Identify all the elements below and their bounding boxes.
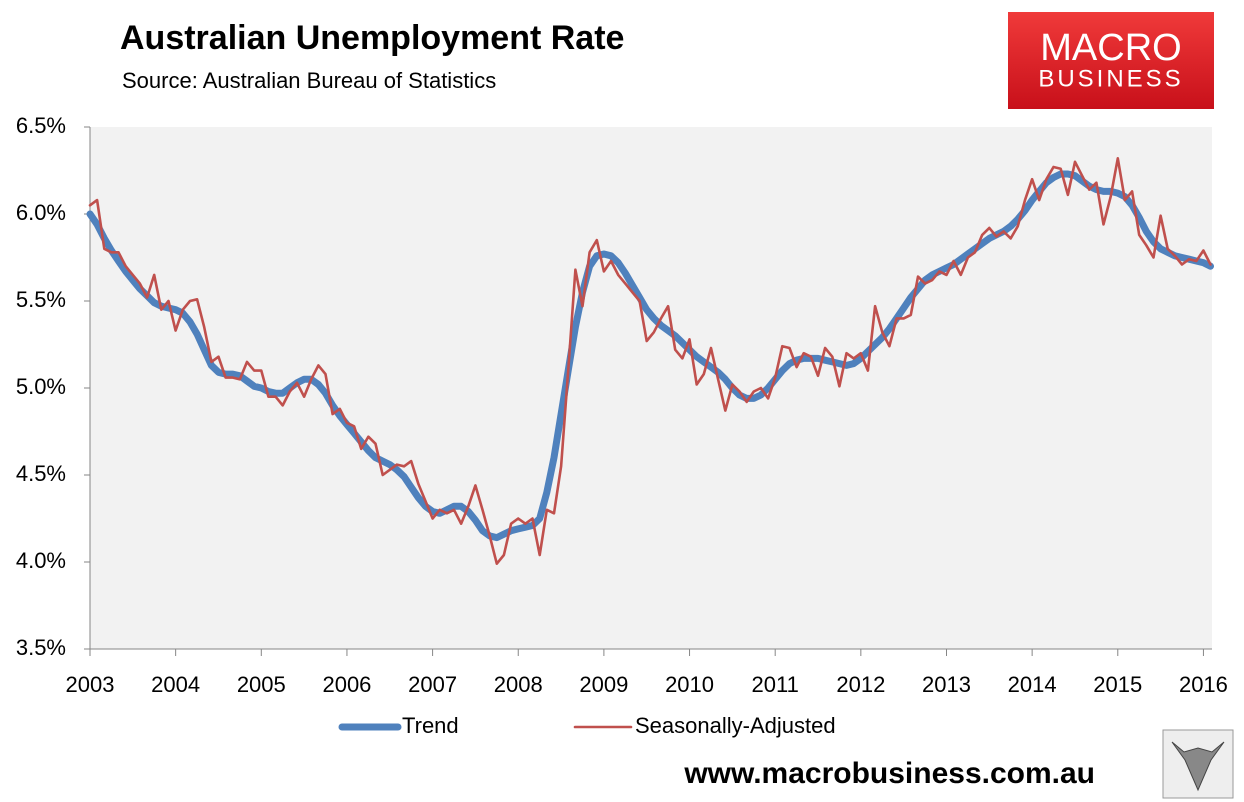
x-tick-label: 2004	[151, 672, 200, 697]
series-line	[88, 157, 1212, 565]
x-tick-label: 2016	[1179, 672, 1228, 697]
x-tick-label: 2007	[408, 672, 457, 697]
x-tick-label: 2008	[494, 672, 543, 697]
x-tick-label: 2012	[836, 672, 885, 697]
x-tick-label: 2003	[66, 672, 115, 697]
x-tick-label: 2014	[1008, 672, 1057, 697]
fox-icon	[1162, 729, 1234, 799]
y-tick-label: 6.5%	[16, 113, 66, 138]
y-tick-label: 6.0%	[16, 200, 66, 225]
y-tick-label: 3.5%	[16, 635, 66, 660]
x-tick-label: 2009	[579, 672, 628, 697]
x-tick-label: 2010	[665, 672, 714, 697]
y-tick-label: 4.5%	[16, 461, 66, 486]
x-tick-label: 2005	[237, 672, 286, 697]
logo-text: BUSINESS	[1038, 65, 1183, 92]
x-tick-label: 2015	[1093, 672, 1142, 697]
chart-title: Australian Unemployment Rate	[120, 19, 624, 57]
logo-text: MACRO	[1040, 27, 1181, 69]
y-tick-label: 5.0%	[16, 374, 66, 399]
x-tick-label: 2013	[922, 672, 971, 697]
series-line	[86, 170, 1214, 542]
chart-subtitle: Source: Australian Bureau of Statistics	[122, 68, 496, 93]
x-tick-label: 2006	[322, 672, 371, 697]
x-tick-label: 2011	[752, 672, 799, 697]
y-tick-label: 5.5%	[16, 287, 66, 312]
footer-url: www.macrobusiness.com.au	[683, 757, 1095, 790]
legend-label: Trend	[402, 713, 459, 738]
y-tick-label: 4.0%	[16, 548, 66, 573]
logo-box	[1008, 12, 1214, 109]
legend-label: Seasonally-Adjusted	[635, 713, 836, 738]
